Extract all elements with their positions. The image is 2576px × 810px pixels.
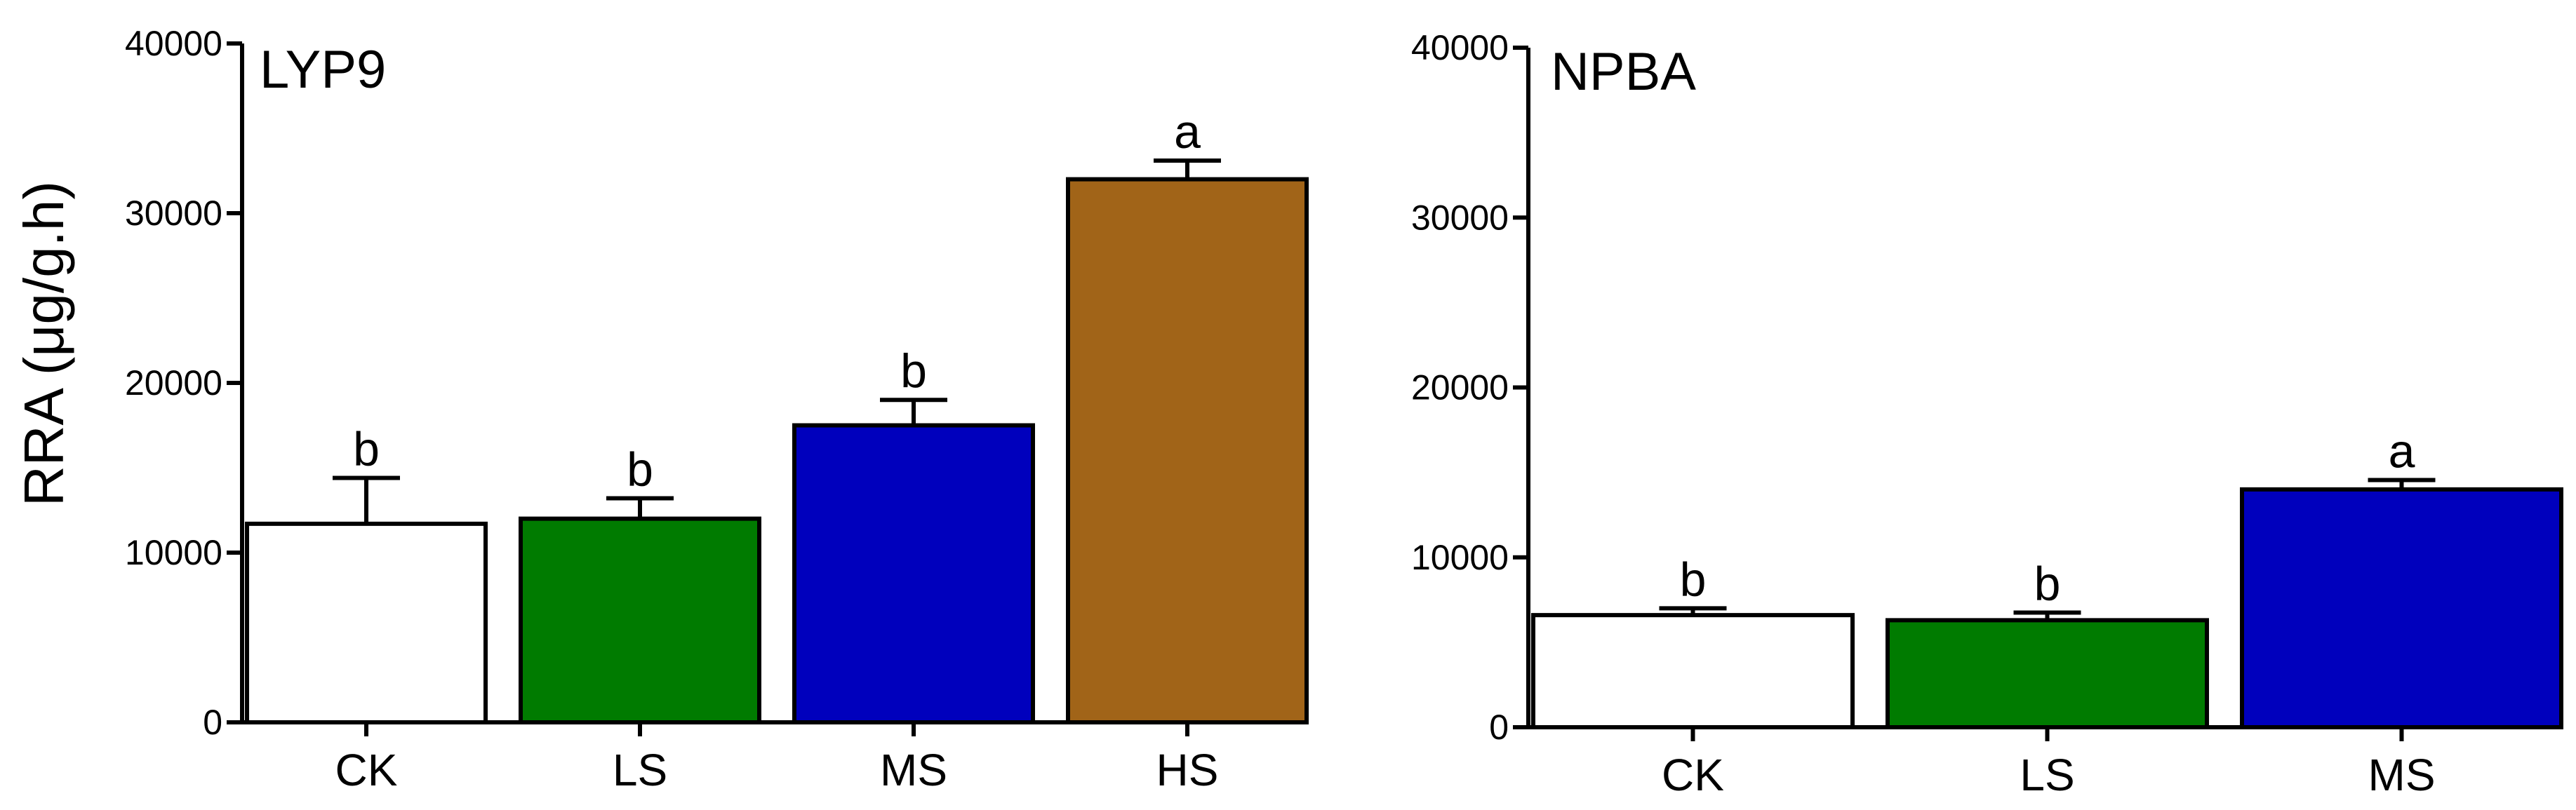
y-tick-label: 0 <box>203 703 222 742</box>
significance-label-ms: a <box>2389 425 2415 478</box>
significance-label-hs: a <box>1174 105 1201 158</box>
significance-label-ms: b <box>900 344 927 398</box>
x-tick-label-ck: CK <box>335 745 398 795</box>
x-tick-label-ms: MS <box>2368 750 2436 800</box>
bar-ls <box>519 516 761 724</box>
chart-panel-npba: NPBA 0 10000 20000 30000 40000 b CK b LS a MS <box>1411 28 2563 800</box>
x-tick-label-ls: LS <box>613 745 667 795</box>
bar-hs <box>1066 177 1309 725</box>
chart-title: LYP9 <box>260 40 386 100</box>
x-tick-label-ls: LS <box>2020 750 2074 800</box>
y-tick-label: 20000 <box>1411 368 1509 407</box>
y-tick-label: 30000 <box>1411 198 1509 237</box>
y-tick-label: 40000 <box>125 24 222 63</box>
bar-ck <box>245 521 488 724</box>
significance-label-ls: b <box>2034 557 2061 610</box>
bar-ck <box>1531 613 1855 729</box>
y-tick-label: 30000 <box>125 194 222 233</box>
y-tick-label: 0 <box>1489 708 1509 747</box>
bar-ms <box>2240 487 2563 729</box>
bar-ls <box>1886 618 2209 729</box>
chart-panel-lyp9: RRA (μg/g.h) LYP9 0 10000 20000 30000 40000 b… <box>13 24 1309 795</box>
significance-label-ls: b <box>627 443 653 497</box>
y-tick-label: 10000 <box>1411 538 1509 577</box>
bar-ms <box>792 423 1035 724</box>
y-tick-label: 10000 <box>125 533 222 572</box>
y-tick-label: 20000 <box>125 363 222 403</box>
y-axis-title: RRA (μg/g.h) <box>13 181 75 506</box>
x-tick-label-ck: CK <box>1662 750 1724 800</box>
x-tick-label-ms: MS <box>880 745 947 795</box>
significance-label-ck: b <box>1680 553 1707 606</box>
y-tick-label: 40000 <box>1411 28 1509 67</box>
significance-label-ck: b <box>353 423 380 476</box>
x-tick-label-hs: HS <box>1156 745 1219 795</box>
chart-title: NPBA <box>1551 42 1696 102</box>
